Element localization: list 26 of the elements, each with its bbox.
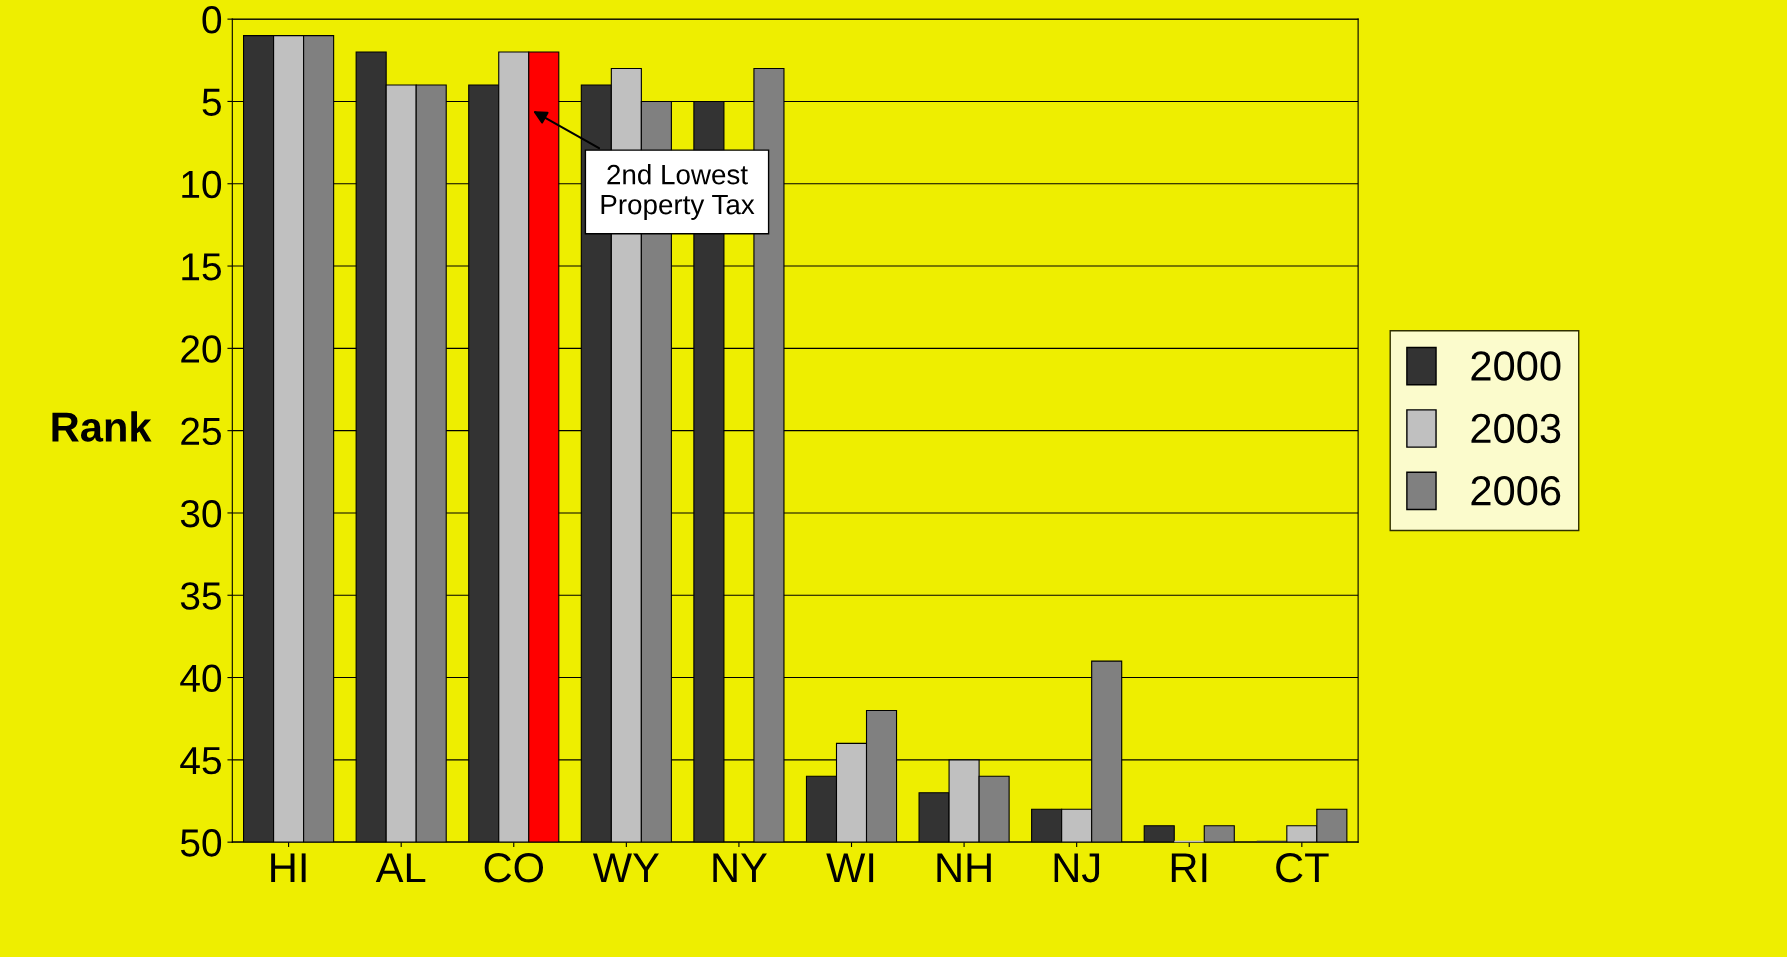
y-tick-label: 10 [182, 170, 222, 199]
x-tick-label: RI [1171, 853, 1207, 883]
x-tick-label: NY [713, 853, 767, 883]
y-tick-label: 0 [202, 6, 222, 34]
x-tick-label: AL [375, 853, 426, 883]
y-tick-label: 5 [202, 88, 221, 116]
x-tick-label: WY [592, 853, 659, 883]
annotation: 2nd Lowest Property Tax [601, 164, 755, 220]
x-tick-label: HI [271, 853, 306, 883]
y-tick-label: 20 [181, 335, 222, 363]
y-tick-label: 30 [180, 499, 222, 528]
y-axis-title: Rank [52, 411, 152, 442]
legend-label: 2006 [1471, 476, 1561, 506]
y-tick-label: 40 [180, 664, 222, 693]
legend-label: 2000 [1471, 351, 1561, 381]
y-tick-label: 50 [180, 829, 222, 857]
y-tick-label: 35 [180, 582, 221, 610]
legend-label: 2003 [1471, 413, 1561, 444]
x-tick-label: CT [1276, 852, 1329, 883]
y-tick-label: 25 [181, 417, 221, 446]
y-tick-label: 15 [182, 253, 221, 281]
x-tick-label: NH [937, 853, 991, 883]
x-tick-label: WI [826, 853, 874, 883]
y-tick-label: 45 [180, 747, 221, 775]
x-tick-label: NJ [1054, 853, 1100, 883]
x-tick-label: CO [484, 852, 544, 883]
